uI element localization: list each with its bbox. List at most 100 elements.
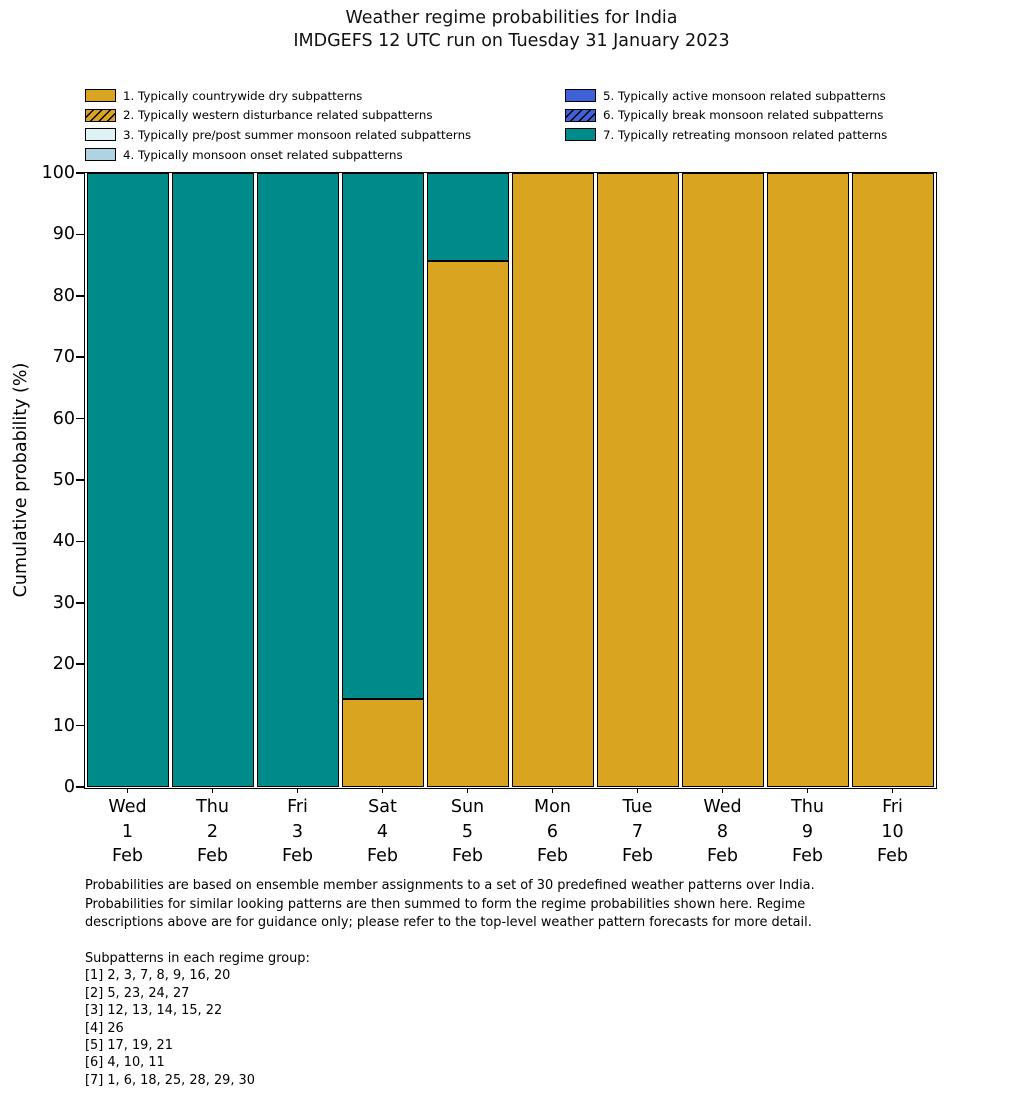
legend-column-2: 5. Typically active monsoon related subp…: [565, 86, 887, 145]
y-tick-label: 40: [52, 531, 75, 552]
x-tick-label-line: 3: [291, 821, 304, 842]
x-tick-label: Wed 8 Feb: [680, 795, 766, 869]
legend-swatch: [85, 108, 116, 122]
x-tick-label-line: 1: [121, 821, 134, 842]
legend-label: 2. Typically western disturbance related…: [123, 108, 433, 123]
subpatterns-list: [1] 2, 3, 7, 8, 9, 16, 20 [2] 5, 23, 24, …: [85, 967, 310, 1089]
x-tick-label: Thu 2 Feb: [170, 795, 256, 869]
legend-label: 3. Typically pre/post summer monsoon rel…: [123, 127, 472, 142]
subpatterns-header: Subpatterns in each regime group:: [85, 951, 310, 966]
footnote-paragraph: Probabilities are based on ensemble memb…: [85, 877, 815, 933]
bar-segment: [766, 173, 849, 787]
subpatterns-line: [3] 12, 13, 14, 15, 22: [85, 1003, 223, 1019]
x-tick-label: Fri 3 Feb: [255, 795, 341, 869]
x-tick-label-line: Wed: [108, 797, 147, 817]
subpatterns-line: [1] 2, 3, 7, 8, 9, 16, 20: [85, 968, 231, 984]
bar-segment: [341, 699, 424, 787]
bar-segment: [86, 173, 169, 787]
bar-segment: [256, 173, 339, 787]
title-block: Weather regime probabilities for India I…: [85, 7, 938, 52]
legend-item: 3. Typically pre/post summer monsoon rel…: [85, 125, 471, 145]
legend-item: 4. Typically monsoon onset related subpa…: [85, 145, 471, 165]
y-tick-mark: [75, 233, 84, 236]
y-tick-label: 100: [41, 163, 75, 183]
x-tick-label-line: Feb: [622, 846, 653, 866]
y-tick-label: 10: [52, 715, 75, 736]
y-tick-label: 50: [52, 470, 75, 490]
y-tick-label: 20: [52, 654, 75, 675]
legend-swatch: [85, 148, 116, 162]
legend-swatch: [85, 89, 116, 103]
chart-subtitle: IMDGEFS 12 UTC run on Tuesday 31 January…: [293, 30, 730, 51]
bar-segment: [596, 173, 679, 787]
legend-item: 5. Typically active monsoon related subp…: [565, 86, 887, 106]
x-tick-label: Wed 1 Feb: [85, 795, 171, 869]
x-tick-label-line: Feb: [367, 846, 398, 866]
plot-area: 0 10 20 30 40 50 60 70 80 90 100 Wed 1 Feb Thu 2 Feb Fri…: [42, 163, 937, 866]
subpatterns-line: [2] 5, 23, 24, 27: [85, 985, 190, 1001]
x-tick-label-line: Thu: [791, 797, 824, 817]
x-tick-label-line: 6: [546, 821, 559, 842]
x-tick-label-line: Sun: [450, 797, 485, 817]
x-tick-label-line: Feb: [452, 846, 483, 866]
bar-segment: [511, 173, 594, 787]
x-tick-label-line: Feb: [877, 846, 908, 866]
x-tick-mark: [551, 788, 554, 793]
y-tick-mark: [75, 724, 84, 727]
bar-segment: [426, 173, 509, 261]
x-tick-label: Sun 5 Feb: [425, 795, 511, 869]
x-tick-mark: [891, 788, 894, 793]
subpatterns-line: [6] 4, 10, 11: [85, 1055, 165, 1071]
legend-label: 1. Typically countrywide dry subpatterns: [123, 88, 363, 103]
legend-column-1: 1. Typically countrywide dry subpatterns…: [85, 86, 471, 164]
x-tick-label-line: Feb: [537, 846, 568, 866]
x-tick-label-line: 8: [716, 821, 729, 842]
legend-label: 5. Typically active monsoon related subp…: [603, 88, 886, 103]
x-tick-label-line: 7: [631, 821, 644, 842]
legend-item: 2. Typically western disturbance related…: [85, 106, 471, 126]
y-tick-mark: [75, 786, 84, 788]
footnote-line: Probabilities for similar looking patter…: [85, 896, 806, 912]
x-tick-label-line: Feb: [282, 846, 313, 866]
x-tick-label-line: 10: [881, 821, 904, 842]
y-axis-ticks: 0 10 20 30 40 50 60 70 80 90 100: [42, 163, 935, 797]
bar-segment: [426, 260, 509, 787]
y-tick-mark: [75, 663, 84, 666]
x-tick-mark: [381, 788, 384, 793]
x-tick-label: Tue 7 Feb: [595, 795, 681, 869]
x-tick-label-line: 2: [206, 821, 219, 842]
x-tick-mark: [721, 788, 724, 793]
x-tick-mark: [806, 788, 809, 793]
x-tick-mark: [296, 788, 299, 793]
legend-item: 7. Typically retreating monsoon related …: [565, 125, 887, 145]
footnote-line: descriptions above are for guidance only…: [85, 915, 812, 931]
x-tick-label-line: Feb: [707, 846, 738, 866]
y-tick-label: 90: [52, 224, 75, 245]
x-tick-label-line: 4: [376, 821, 389, 842]
x-tick-label-line: Wed: [703, 797, 742, 817]
x-tick-label: Fri 10 Feb: [850, 795, 936, 869]
y-tick-label: 0: [63, 777, 75, 797]
y-tick-label: 60: [52, 408, 75, 429]
y-tick-label: 80: [52, 285, 75, 306]
chart-title: Weather regime probabilities for India: [345, 8, 678, 28]
subpatterns-block: Subpatterns in each regime group: [1] 2,…: [85, 950, 310, 1089]
x-tick-label-line: Tue: [622, 797, 653, 817]
y-tick-mark: [75, 601, 84, 604]
x-tick-label-line: Fri: [287, 797, 308, 817]
legend-swatch: [85, 128, 116, 142]
y-tick-mark: [75, 294, 84, 297]
bars-container: [85, 173, 935, 787]
legend-label: 6. Typically break monsoon related subpa…: [603, 108, 884, 123]
y-tick-mark: [75, 172, 84, 174]
x-tick-mark: [211, 788, 214, 793]
x-tick-label-line: 9: [801, 821, 814, 842]
bar-segment: [171, 173, 254, 787]
y-tick-label: 70: [52, 347, 75, 368]
bar-segment: [341, 173, 424, 700]
x-tick-label-line: Feb: [197, 846, 228, 866]
y-tick-mark: [75, 356, 84, 359]
x-tick-label-line: Thu: [196, 797, 229, 817]
y-tick-label: 30: [52, 592, 75, 613]
